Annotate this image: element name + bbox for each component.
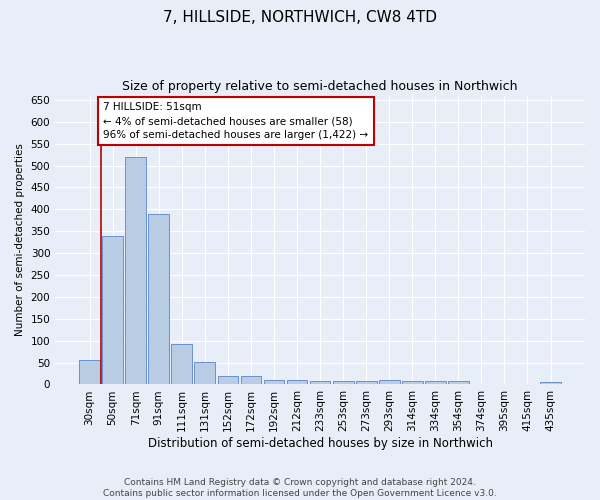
Bar (540, 382, 561, 384)
Bar (125, 157, 146, 384)
Bar (425, 381, 446, 384)
Bar (263, 380, 284, 384)
Bar (333, 381, 353, 384)
Text: 7, HILLSIDE, NORTHWICH, CW8 4TD: 7, HILLSIDE, NORTHWICH, CW8 4TD (163, 10, 437, 25)
Text: Contains HM Land Registry data © Crown copyright and database right 2024.
Contai: Contains HM Land Registry data © Crown c… (103, 478, 497, 498)
Bar (356, 380, 377, 384)
Bar (310, 381, 331, 384)
X-axis label: Distribution of semi-detached houses by size in Northwich: Distribution of semi-detached houses by … (148, 437, 493, 450)
Y-axis label: Number of semi-detached properties: Number of semi-detached properties (15, 144, 25, 336)
Bar (241, 376, 262, 384)
Bar (102, 236, 123, 384)
Title: Size of property relative to semi-detached houses in Northwich: Size of property relative to semi-detach… (122, 80, 518, 93)
Bar (379, 380, 400, 384)
Bar (448, 381, 469, 384)
Bar (402, 381, 422, 384)
Text: 7 HILLSIDE: 51sqm
← 4% of semi-detached houses are smaller (58)
96% of semi-deta: 7 HILLSIDE: 51sqm ← 4% of semi-detached … (103, 102, 368, 140)
Bar (194, 362, 215, 384)
Bar (287, 380, 307, 384)
Bar (79, 360, 100, 384)
Bar (218, 376, 238, 384)
Bar (148, 214, 169, 384)
Bar (172, 344, 192, 385)
